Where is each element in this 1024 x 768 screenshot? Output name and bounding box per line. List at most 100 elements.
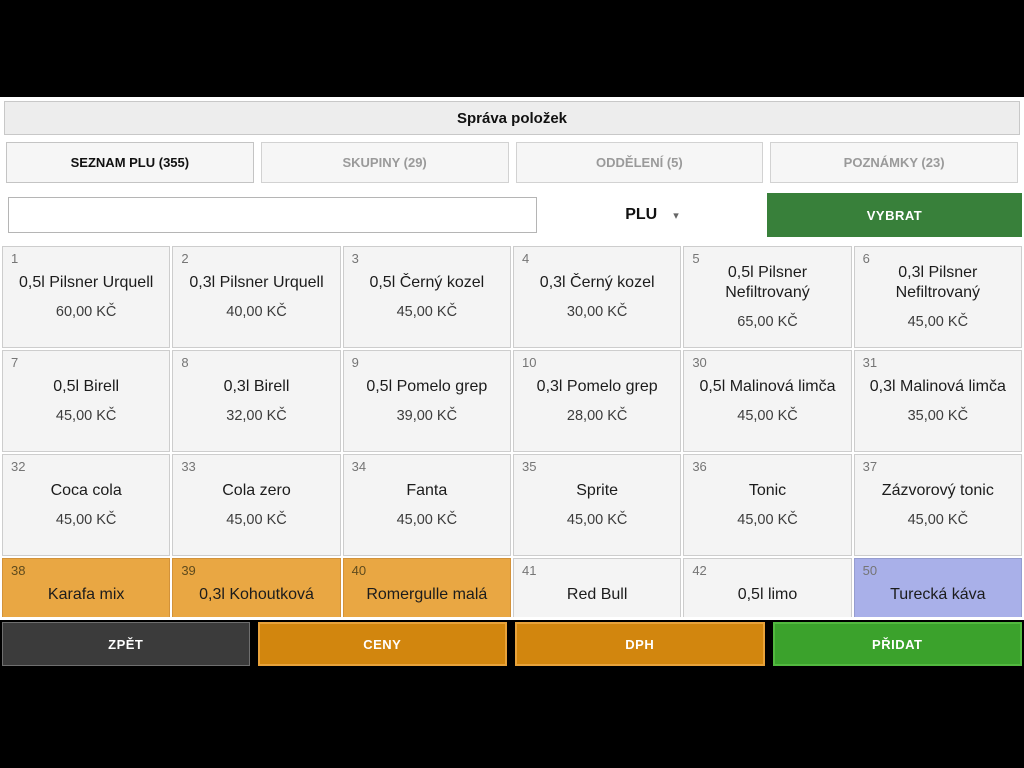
plu-tile[interactable]: 3 0,5l Černý kozel 45,00 KČ — [342, 246, 511, 348]
filter-dropdown[interactable]: PLU ▾ — [537, 193, 767, 237]
plu-name: 0,3l Pilsner Urquell — [189, 274, 324, 291]
plu-tile[interactable]: 5 0,5l Pilsner Nefiltrovaný 65,00 KČ — [683, 246, 852, 348]
plu-number: 6 — [862, 251, 870, 266]
plu-name: Zázvorový tonic — [881, 482, 994, 499]
plu-name: 0,3l Kohoutková — [199, 586, 314, 603]
plu-price: 45,00 KČ — [396, 304, 458, 320]
plu-name: Fanta — [406, 482, 448, 499]
plu-tile[interactable]: 9 0,5l Pomelo grep 39,00 KČ — [342, 350, 511, 452]
tab-label: POZNÁMKY (23) — [843, 155, 945, 170]
plu-name: Romergulle malá — [366, 586, 488, 603]
vat-button[interactable]: DPH — [515, 622, 765, 666]
plu-number: 36 — [692, 459, 707, 474]
plu-tile[interactable]: 42 0,5l limo — [683, 558, 852, 617]
plu-number: 4 — [521, 251, 530, 266]
plu-price: 45,00 KČ — [55, 408, 117, 424]
plu-name: Turecká káva — [890, 586, 986, 603]
plu-number: 37 — [862, 459, 878, 474]
tab-2[interactable]: SKUPINY (29) — [260, 142, 509, 183]
plu-name: Sprite — [576, 482, 619, 499]
plu-grid: 1 0,5l Pilsner Urquell 60,00 KČ 2 0,3l Pilsn… — [2, 246, 1022, 617]
plu-name: Tonic — [748, 482, 787, 499]
plu-name: Cola zero — [222, 482, 291, 499]
top-black-bar — [0, 0, 1024, 97]
plu-name: 0,5l Pilsner Nefiltrovaný — [725, 264, 810, 301]
plu-tile[interactable]: 8 0,3l Birell 32,00 KČ — [172, 350, 341, 452]
plu-number: 39 — [181, 563, 196, 578]
plu-name: 0,5l Pilsner Urquell — [19, 274, 154, 291]
plu-number: 10 — [521, 355, 537, 370]
plu-tile[interactable]: 31 0,3l Malinová limča 35,00 KČ — [853, 350, 1022, 452]
plu-tile[interactable]: 32 Coca cola 45,00 KČ — [2, 454, 171, 556]
plu-price: 45,00 KČ — [396, 512, 458, 528]
plu-number: 40 — [351, 563, 367, 578]
back-button[interactable]: ZPĚT — [2, 622, 250, 666]
plu-price: 45,00 KČ — [55, 512, 117, 528]
plu-number: 42 — [692, 563, 707, 578]
plu-price: 45,00 KČ — [226, 512, 287, 528]
plu-name: 0,3l Černý kozel — [539, 274, 655, 291]
plu-tile[interactable]: 4 0,3l Černý kozel 30,00 KČ — [512, 246, 682, 348]
plu-tile[interactable]: 36 Tonic 45,00 KČ — [683, 454, 852, 556]
plu-price: 45,00 KČ — [737, 512, 798, 528]
plu-price: 28,00 KČ — [566, 408, 628, 424]
plu-name: 0,3l Pilsner Nefiltrovaný — [895, 264, 981, 301]
plu-number: 9 — [351, 355, 359, 370]
plu-tile[interactable]: 38 Karafa mix — [2, 558, 171, 617]
search-input[interactable] — [8, 197, 537, 233]
plu-number: 7 — [11, 355, 19, 370]
plu-tile[interactable]: 37 Zázvorový tonic 45,00 KČ — [853, 454, 1022, 556]
plu-number: 38 — [11, 563, 26, 578]
plu-tile[interactable]: 7 0,5l Birell 45,00 KČ — [2, 350, 171, 452]
filter-dropdown-label: PLU — [625, 206, 658, 223]
plu-name: 0,5l Malinová limča — [699, 378, 836, 395]
plu-price: 35,00 KČ — [907, 408, 969, 424]
plu-tile[interactable]: 35 Sprite 45,00 KČ — [512, 454, 682, 556]
plu-tile[interactable]: 10 0,3l Pomelo grep 28,00 KČ — [512, 350, 682, 452]
plu-number: 30 — [692, 355, 707, 370]
plu-number: 3 — [351, 251, 359, 266]
plu-price: 65,00 KČ — [737, 314, 798, 330]
plu-tile[interactable]: 33 Cola zero 45,00 KČ — [172, 454, 341, 556]
plu-name: Karafa mix — [47, 586, 125, 603]
plu-number: 2 — [181, 251, 189, 266]
plu-name: 0,5l limo — [737, 586, 798, 603]
search-row: PLU ▾ VYBRAT — [8, 193, 1022, 237]
plu-name: 0,5l Pomelo grep — [366, 378, 488, 395]
plu-tile[interactable]: 41 Red Bull — [512, 558, 682, 617]
plu-tile[interactable]: 1 0,5l Pilsner Urquell 60,00 KČ — [2, 246, 171, 348]
bottom-toolbar: ZPĚT CENY DPH PŘIDAT — [0, 620, 1024, 768]
plu-tile[interactable]: 6 0,3l Pilsner Nefiltrovaný 45,00 KČ — [853, 246, 1022, 348]
tab-bar: SEZNAM PLU (355) SKUPINY (29) ODDĚLENÍ (5)… — [6, 142, 1018, 183]
plu-tile[interactable]: 2 0,3l Pilsner Urquell 40,00 KČ — [172, 246, 341, 348]
plu-name: Red Bull — [566, 586, 628, 603]
tab-4[interactable]: POZNÁMKY (23) — [770, 142, 1018, 183]
plu-number: 33 — [181, 459, 196, 474]
plu-number: 5 — [692, 251, 700, 266]
plu-name: 0,3l Malinová limča — [869, 378, 1006, 395]
plu-price: 45,00 KČ — [907, 314, 969, 330]
add-button[interactable]: PŘIDAT — [772, 622, 1022, 666]
plu-price: 40,00 KČ — [226, 304, 287, 320]
plu-tile[interactable]: 34 Fanta 45,00 KČ — [342, 454, 511, 556]
plu-price: 45,00 KČ — [907, 512, 969, 528]
plu-tile[interactable]: 50 Turecká káva — [853, 558, 1022, 617]
plu-name: Coca cola — [50, 482, 122, 499]
plu-tile[interactable]: 40 Romergulle malá — [342, 558, 511, 617]
plu-price: 60,00 KČ — [55, 304, 117, 320]
plu-number: 32 — [11, 459, 26, 474]
plu-price: 32,00 KČ — [226, 408, 287, 424]
plu-number: 8 — [181, 355, 189, 370]
plu-tile[interactable]: 39 0,3l Kohoutková — [172, 558, 341, 617]
plu-tile[interactable]: 30 0,5l Malinová limča 45,00 KČ — [683, 350, 852, 452]
page-title: Správa položek — [4, 101, 1020, 135]
prices-button[interactable]: CENY — [257, 622, 507, 666]
tab-3[interactable]: ODDĚLENÍ (5) — [515, 142, 764, 183]
tab-1[interactable]: SEZNAM PLU (355) — [6, 142, 254, 183]
select-button[interactable]: VYBRAT — [767, 193, 1022, 237]
plu-name: 0,5l Černý kozel — [369, 274, 485, 291]
chevron-down-icon: ▾ — [673, 209, 679, 222]
plu-name: 0,5l Birell — [53, 378, 120, 395]
plu-price: 45,00 KČ — [737, 408, 798, 424]
